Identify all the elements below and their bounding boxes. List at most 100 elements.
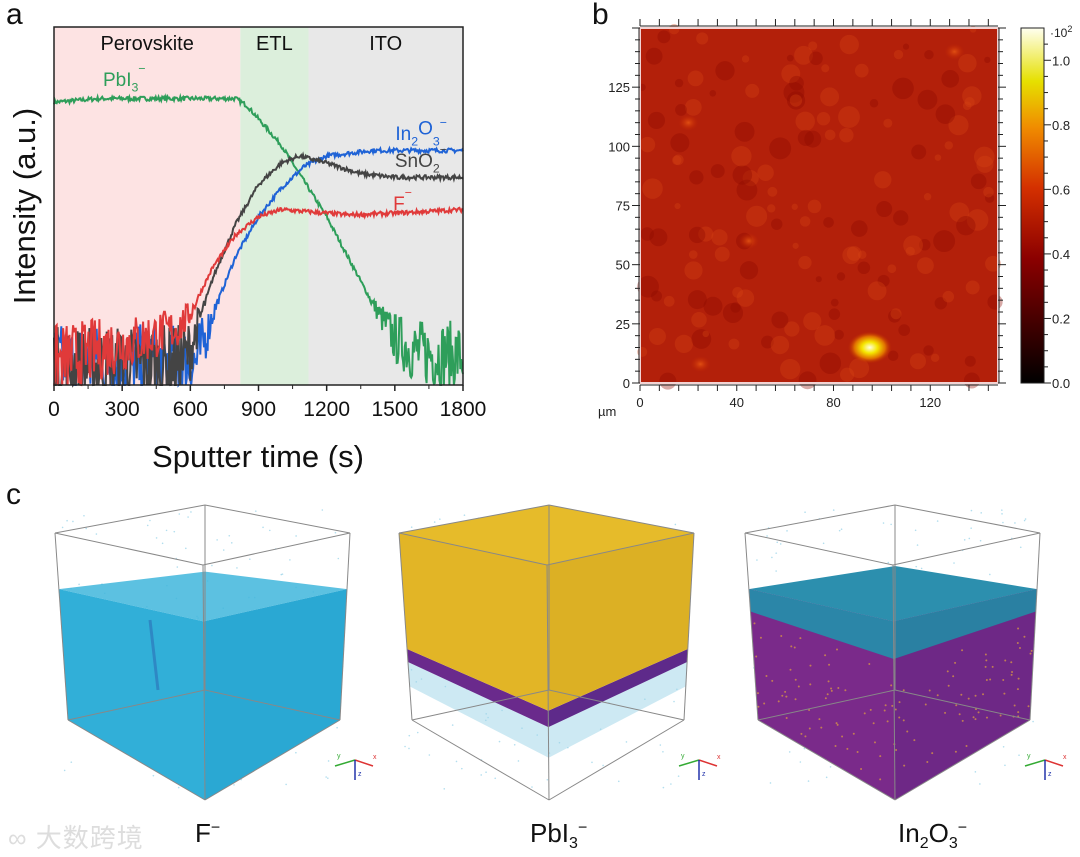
heatmap-texture: [984, 56, 991, 64]
sparse-ion: [1019, 546, 1022, 549]
heatmap-texture: [834, 329, 844, 340]
x-tick-label: 900: [241, 398, 276, 421]
heatmap-texture: [985, 255, 1001, 272]
heatmap-texture: [849, 358, 870, 379]
in2o3-speck: [824, 697, 827, 700]
heatmap-texture: [710, 164, 725, 179]
series-line: [53, 205, 464, 387]
heatmap-texture: [839, 34, 859, 55]
sparse-ion: [804, 511, 806, 514]
heatmap-texture: [672, 155, 682, 165]
x-axis-arrow-icon: [354, 759, 374, 767]
in2o3-speck: [794, 698, 797, 701]
x-tick-label: 0: [48, 398, 60, 421]
sparse-ion: [85, 527, 88, 530]
series-label: PbI3 −: [103, 62, 146, 95]
heatmap-texture: [696, 32, 709, 45]
heatmap-texture: [786, 54, 794, 62]
cube-edge: [204, 504, 351, 534]
in2o3-speck: [985, 679, 988, 682]
heatmap-texture: [767, 204, 776, 213]
in2o3-speck: [1013, 704, 1016, 707]
in2o3-speck: [991, 665, 994, 668]
label-part: 3: [132, 81, 139, 95]
panel-b-letter: b: [592, 0, 609, 31]
heatmap-texture: [877, 274, 890, 287]
heatmap-texture: [784, 321, 800, 337]
sparse-ion: [829, 766, 832, 768]
y-tick-label: 50: [616, 258, 630, 273]
sparse-ion: [963, 539, 966, 541]
in2o3-speck: [879, 755, 882, 758]
in2o3-speck: [1017, 627, 1020, 630]
sparse-ion: [149, 519, 151, 522]
sparse-ion: [974, 771, 977, 773]
in2o3-speck: [1016, 688, 1019, 691]
in2o3-speck: [794, 678, 797, 681]
sparse-ion: [428, 754, 431, 756]
heatmap-texture: [771, 218, 783, 230]
sparse-ion: [766, 535, 768, 537]
cube-edge: [548, 504, 695, 534]
in2o3-speck: [982, 693, 985, 696]
heatmap-texture: [739, 261, 759, 280]
sparse-ion: [989, 573, 991, 576]
in2o3-speck: [1027, 705, 1030, 708]
in2o3-speck: [960, 693, 963, 696]
in2o3-speck: [985, 716, 988, 719]
sparse-ion: [228, 534, 231, 537]
in2o3-speck: [1004, 659, 1007, 662]
sparse-ion: [775, 552, 778, 554]
in2o3-speck: [984, 665, 987, 668]
heatmap-hotspot: [847, 331, 892, 364]
in2o3-speck: [777, 700, 780, 703]
x-tick-label: 0: [636, 395, 643, 410]
panel-a-letter: a: [6, 0, 23, 31]
heatmap-texture: [732, 165, 753, 185]
in2o3-speck: [837, 686, 840, 689]
heatmap-texture: [958, 53, 977, 73]
sparse-ion: [832, 509, 835, 511]
sparse-ion: [404, 745, 406, 748]
sparse-ion: [979, 783, 981, 785]
x-tick-label: 120: [919, 395, 941, 410]
sparse-ion: [546, 778, 549, 781]
heatmap-texture: [892, 77, 914, 100]
sparse-ion: [1001, 509, 1003, 511]
sparse-ion: [327, 777, 329, 779]
in2o3-speck: [906, 730, 909, 733]
sparse-ion: [915, 565, 918, 568]
in2o3-speck: [800, 732, 803, 735]
sparse-ion: [177, 786, 180, 789]
in2o3-speck: [844, 689, 847, 692]
in2o3-speck: [808, 727, 811, 730]
cube-edge: [411, 719, 550, 801]
heatmap-hotspot: [738, 233, 759, 249]
in2o3-speck: [924, 703, 927, 706]
heatmap-texture: [761, 335, 774, 349]
sparse-ion: [485, 771, 487, 774]
heatmap-texture: [941, 70, 960, 88]
cube-edge: [398, 532, 548, 566]
sparse-ion: [146, 524, 149, 527]
heatmap-texture: [830, 298, 839, 307]
panel-c-letter: c: [6, 478, 21, 511]
sparse-ion: [494, 777, 497, 780]
region-label: Perovskite: [100, 33, 193, 55]
heatmap-texture: [838, 106, 860, 128]
heatmap-texture: [647, 111, 666, 130]
colorbar-tick-label: 1.0: [1052, 53, 1070, 68]
sparse-ion: [236, 567, 238, 569]
in2o3-speck: [961, 719, 964, 722]
heatmap-texture: [674, 334, 694, 354]
x-unit-label: µm: [598, 404, 616, 419]
in2o3-speck: [903, 764, 906, 767]
sparse-ion: [63, 769, 66, 772]
in2o3-speck: [944, 711, 947, 714]
heatmap-texture: [890, 308, 902, 320]
in2o3-speck: [958, 713, 961, 716]
in2o3-speck: [836, 723, 839, 726]
heatmap-texture: [839, 128, 854, 143]
x-tick-label: 300: [105, 398, 140, 421]
